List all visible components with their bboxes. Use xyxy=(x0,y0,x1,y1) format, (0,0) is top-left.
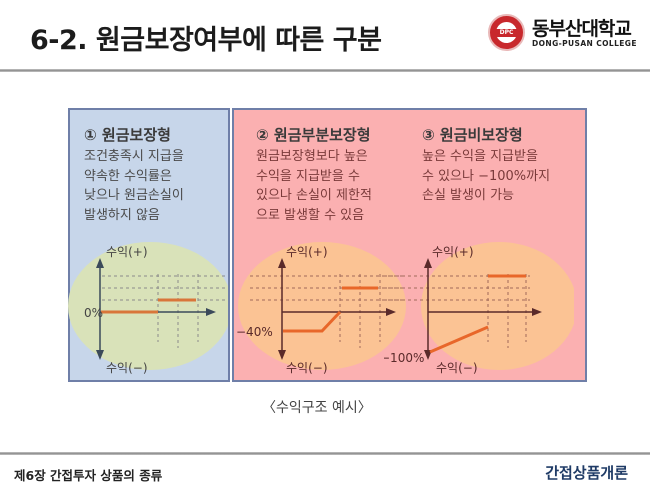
page-title: 6-2. 원금보장여부에 따른 구분 xyxy=(30,25,382,56)
payoff-chart-guaranteed: 수익(+) 수익(−) 0% xyxy=(68,242,228,375)
floor-label: −40% xyxy=(236,325,273,339)
y-axis-negative-label: 수익(−) xyxy=(106,361,148,375)
panel-principal-guaranteed: ① 원금보장형 조건충족시 지급을 약속한 수익률은 낮으나 원금손실이 발생하… xyxy=(68,108,230,382)
panel-heading: ① 원금보장형 xyxy=(84,126,171,144)
header-divider xyxy=(0,69,650,72)
y-axis-positive-label: 수익(+) xyxy=(286,245,328,259)
emblem-text: DPC xyxy=(496,29,517,37)
payoff-chart-non-guaranteed: 수익(+) 수익(−) −100% xyxy=(384,242,574,375)
college-name-kr: 동부산대학교 xyxy=(532,18,632,40)
footer-divider xyxy=(0,452,650,455)
panel-description: 조건충족시 지급을 약속한 수익률은 낮으나 원금손실이 발생하지 않음 xyxy=(84,149,184,223)
college-emblem-icon: DPC xyxy=(488,14,525,51)
y-axis-positive-label: 수익(+) xyxy=(432,245,474,259)
footer-course: 간접상품개론 xyxy=(545,464,628,482)
college-logo: DPC 동부산대학교 DONG-PUSAN COLLEGE xyxy=(488,14,644,54)
panel-heading-partial: ② 원금부분보장형 xyxy=(256,126,371,144)
panel-description-non-guaranteed: 높은 수익을 지급받을 수 있으나 −100%까지 손실 발생이 가능 xyxy=(422,149,551,203)
college-name-en: DONG-PUSAN COLLEGE xyxy=(532,39,637,48)
payoff-chart-partial: 수익(+) 수익(−) −40% xyxy=(236,242,406,375)
y-axis-negative-label: 수익(−) xyxy=(286,361,328,375)
panel-principal-not-fully-guaranteed: ② 원금부분보장형 원금보장형보다 높은 수익을 지급받을 수 있으나 손실이 … xyxy=(232,108,587,382)
footer-chapter: 제6장 간접투자 상품의 종류 xyxy=(14,468,163,483)
panel-description-partial: 원금보장형보다 높은 수익을 지급받을 수 있으나 손실이 제한적 으로 발생할… xyxy=(256,149,372,223)
floor-label: −100% xyxy=(384,351,424,365)
panel-heading-non-guaranteed: ③ 원금비보장형 xyxy=(422,126,523,144)
floor-label: 0% xyxy=(84,306,103,320)
figure-caption: 〈수익구조 예시〉 xyxy=(262,400,372,416)
y-axis-positive-label: 수익(+) xyxy=(106,245,148,259)
y-axis-negative-label: 수익(−) xyxy=(436,361,478,375)
